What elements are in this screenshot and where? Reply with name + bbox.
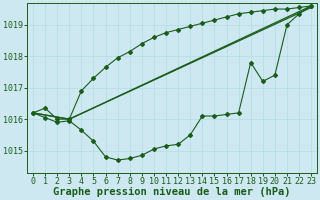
X-axis label: Graphe pression niveau de la mer (hPa): Graphe pression niveau de la mer (hPa) xyxy=(53,187,291,197)
